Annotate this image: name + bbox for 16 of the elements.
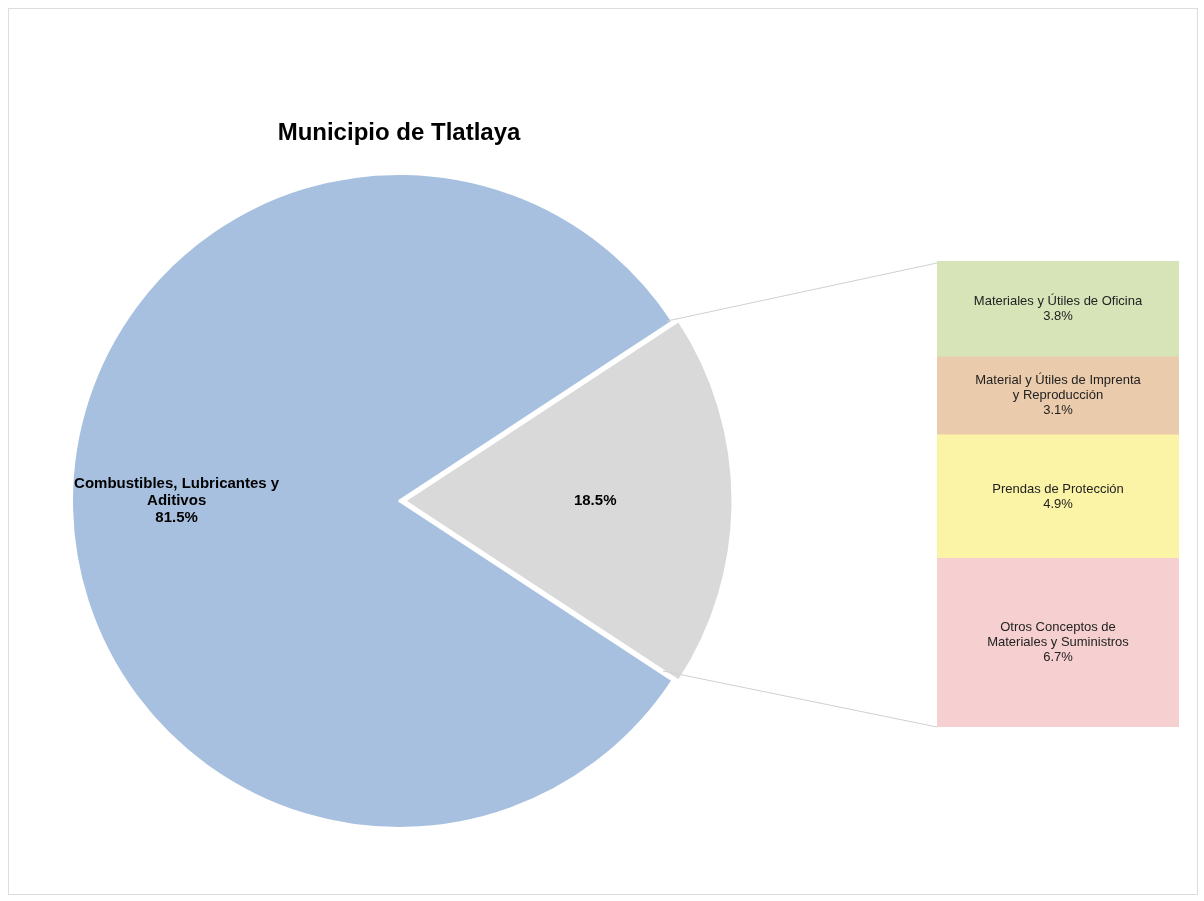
bar [937, 557, 1179, 727]
data-label: 81.5% [155, 508, 198, 526]
series-label: Material y Útiles de Imprenta y Reproducción [975, 372, 1142, 403]
bar [937, 356, 1179, 436]
data-label: 3.8% [1043, 307, 1074, 323]
data-label: 3.1% [1043, 402, 1074, 418]
data-label: 6.7% [1043, 649, 1074, 665]
series-label: Materiales y Útiles de Oficina [973, 292, 1143, 308]
series-label: Prendas de Protección [992, 480, 1124, 496]
series-label: Otros Conceptos de Materiales y Suministros [987, 619, 1130, 650]
bar [937, 434, 1179, 559]
data-label: 18.5% [573, 491, 617, 509]
chart-title: Municipio de Tlatlaya [277, 118, 521, 146]
data-label: 4.9% [1043, 495, 1074, 511]
slice-label: Combustibles, Lubricantes y Aditivos [74, 474, 280, 509]
bar [937, 261, 1179, 358]
